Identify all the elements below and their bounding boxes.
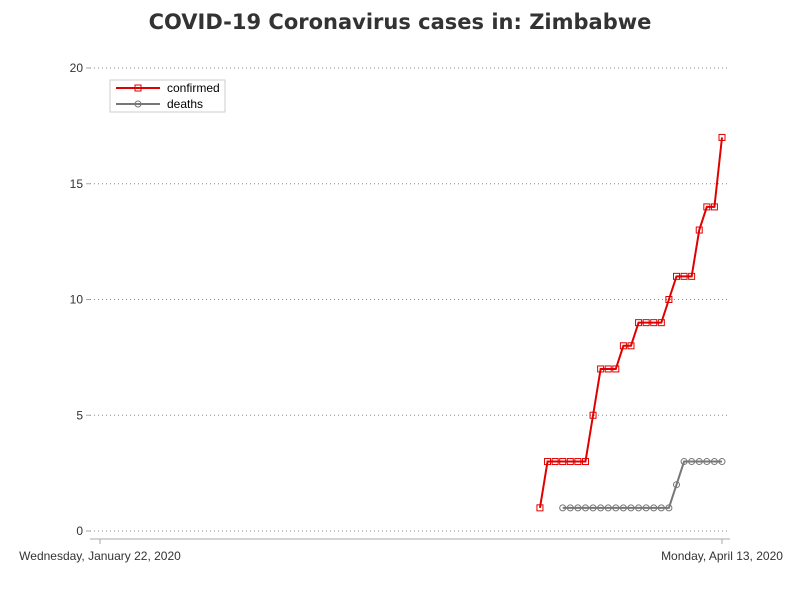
data-point-confirmed xyxy=(718,133,726,141)
data-point-deaths xyxy=(612,504,620,512)
data-point-confirmed xyxy=(627,342,635,350)
legend-box xyxy=(109,79,226,113)
data-point-confirmed xyxy=(688,272,696,280)
data-point-deaths xyxy=(559,504,567,512)
data-point-deaths xyxy=(703,458,711,466)
data-point-deaths xyxy=(589,504,597,512)
data-point-confirmed xyxy=(619,342,627,350)
data-point-deaths xyxy=(718,458,726,466)
data-point-deaths xyxy=(627,504,635,512)
data-point-deaths xyxy=(574,504,582,512)
data-point-confirmed xyxy=(657,319,665,327)
series-layer xyxy=(536,133,726,512)
data-point-confirmed xyxy=(589,411,597,419)
gridlines xyxy=(90,67,730,532)
data-point-deaths xyxy=(566,504,574,512)
data-point-deaths xyxy=(680,458,688,466)
data-point-deaths xyxy=(688,458,696,466)
data-point-deaths xyxy=(642,504,650,512)
data-point-confirmed xyxy=(597,365,605,373)
data-point-confirmed xyxy=(695,226,703,234)
legend-label-deaths: deaths xyxy=(167,97,203,111)
data-point-confirmed xyxy=(566,458,574,466)
y-tick-label: 20 xyxy=(70,61,84,75)
data-point-deaths xyxy=(650,504,658,512)
data-point-confirmed xyxy=(604,365,612,373)
data-point-deaths xyxy=(597,504,605,512)
x-tick-label: Monday, April 13, 2020 xyxy=(661,549,783,563)
data-point-deaths xyxy=(604,504,612,512)
data-point-confirmed xyxy=(581,458,589,466)
data-point-confirmed xyxy=(574,458,582,466)
data-point-confirmed xyxy=(612,365,620,373)
legend: confirmed deaths xyxy=(109,79,226,113)
data-point-confirmed xyxy=(710,203,718,211)
y-axis-ticks: 0 5 10 15 20 xyxy=(70,61,90,538)
data-point-confirmed xyxy=(536,504,544,512)
y-tick-label: 15 xyxy=(70,177,84,191)
data-point-confirmed xyxy=(672,272,680,280)
data-point-confirmed xyxy=(551,458,559,466)
data-point-deaths xyxy=(710,458,718,466)
series-deaths xyxy=(559,458,726,512)
data-point-confirmed xyxy=(635,319,643,327)
data-point-confirmed xyxy=(544,458,552,466)
series-confirmed xyxy=(536,133,726,512)
data-point-confirmed xyxy=(703,203,711,211)
x-tick-label: Wednesday, January 22, 2020 xyxy=(19,549,181,563)
y-tick-label: 10 xyxy=(70,293,84,307)
data-point-deaths xyxy=(672,481,680,489)
legend-marker-deaths xyxy=(134,100,142,108)
series-line-confirmed xyxy=(538,137,723,509)
data-point-deaths xyxy=(657,504,665,512)
series-line-deaths xyxy=(562,460,722,509)
data-point-deaths xyxy=(581,504,589,512)
data-point-deaths xyxy=(619,504,627,512)
data-point-deaths xyxy=(695,458,703,466)
data-point-confirmed xyxy=(650,319,658,327)
legend-marker-confirmed xyxy=(134,84,142,92)
chart-title: COVID-19 Coronavirus cases in: Zimbabwe xyxy=(148,10,652,34)
data-point-confirmed xyxy=(665,296,673,303)
data-point-confirmed xyxy=(680,272,688,280)
y-tick-label: 5 xyxy=(76,408,83,422)
data-point-confirmed xyxy=(642,319,650,327)
y-tick-label: 0 xyxy=(76,524,83,538)
data-point-deaths xyxy=(635,504,643,512)
data-point-confirmed xyxy=(559,458,567,466)
legend-label-confirmed: confirmed xyxy=(167,81,220,95)
data-point-deaths xyxy=(665,504,673,512)
x-axis-ticks: Wednesday, January 22, 2020 Monday, April… xyxy=(19,539,783,563)
